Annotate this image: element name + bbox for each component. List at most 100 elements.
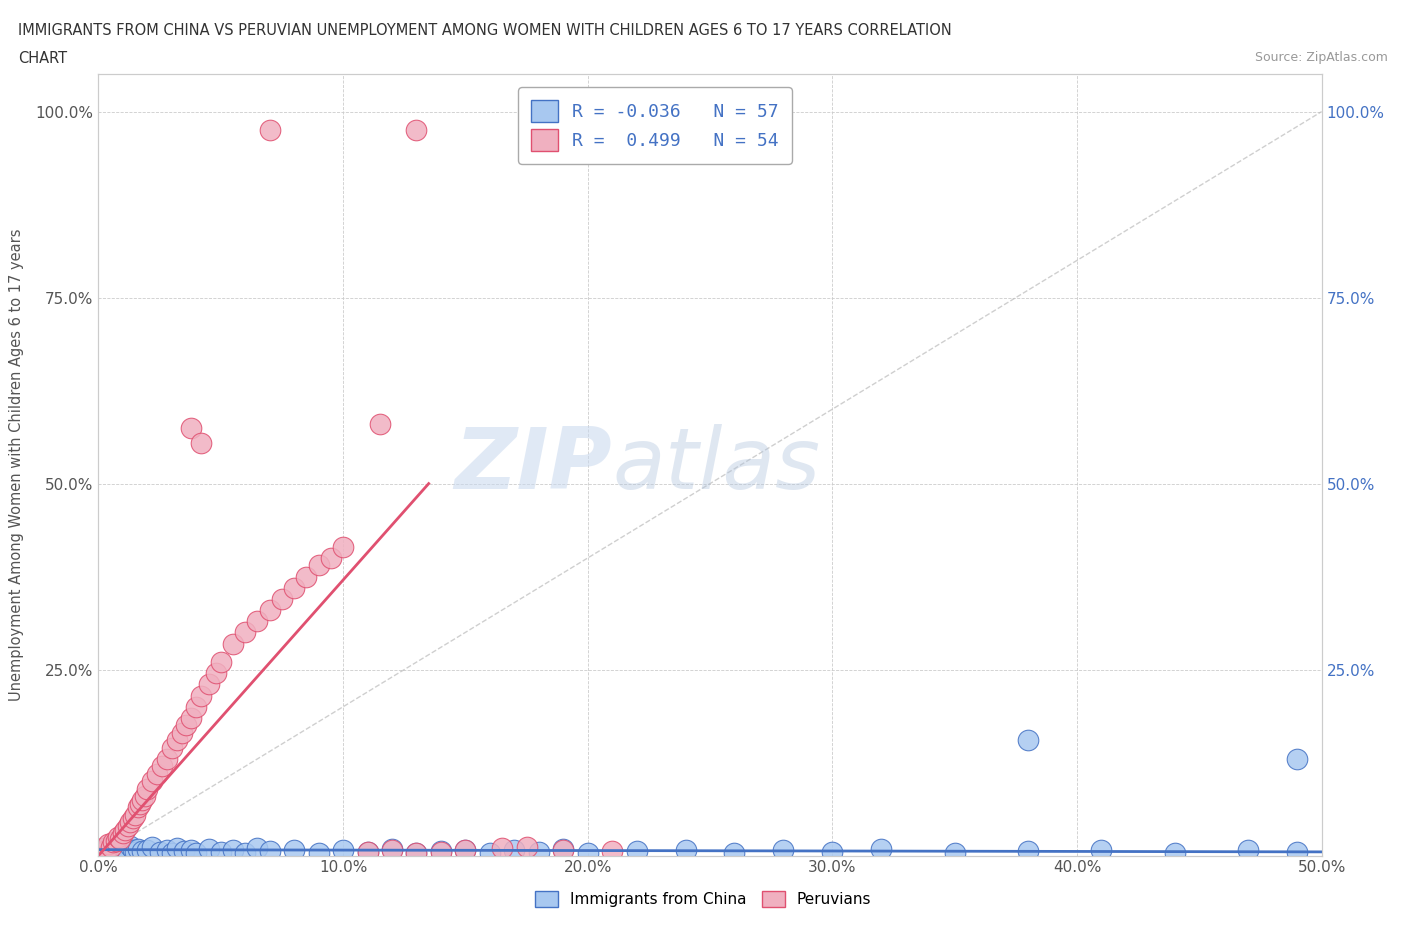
Text: IMMIGRANTS FROM CHINA VS PERUVIAN UNEMPLOYMENT AMONG WOMEN WITH CHILDREN AGES 6 : IMMIGRANTS FROM CHINA VS PERUVIAN UNEMPL… — [18, 23, 952, 38]
Text: ZIP: ZIP — [454, 423, 612, 507]
Point — [1286, 751, 1309, 766]
Point — [723, 845, 745, 860]
Point — [111, 840, 134, 855]
Point — [121, 811, 143, 826]
Point — [176, 718, 198, 733]
Point — [332, 539, 354, 554]
Y-axis label: Unemployment Among Women with Children Ages 6 to 17 years: Unemployment Among Women with Children A… — [10, 229, 24, 701]
Point — [94, 843, 117, 857]
Point — [197, 677, 219, 692]
Point — [156, 843, 179, 857]
Point — [576, 845, 599, 860]
Point — [104, 845, 127, 860]
Text: CHART: CHART — [18, 51, 67, 66]
Point — [233, 625, 256, 640]
Point — [129, 796, 152, 811]
Point — [160, 845, 183, 860]
Point — [503, 843, 526, 857]
Point — [553, 842, 575, 857]
Point — [124, 844, 146, 859]
Point — [160, 740, 183, 755]
Text: Source: ZipAtlas.com: Source: ZipAtlas.com — [1254, 51, 1388, 64]
Point — [515, 839, 537, 854]
Text: atlas: atlas — [612, 423, 820, 507]
Point — [97, 837, 120, 852]
Point — [222, 843, 245, 857]
Point — [197, 842, 219, 857]
Point — [134, 789, 156, 804]
Point — [454, 843, 477, 857]
Point — [121, 843, 143, 857]
Point — [259, 844, 281, 858]
Point — [136, 843, 159, 857]
Point — [127, 800, 149, 815]
Point — [319, 551, 342, 565]
Point — [405, 845, 427, 860]
Point — [180, 843, 202, 857]
Point — [124, 807, 146, 822]
Point — [1286, 844, 1309, 859]
Point — [295, 569, 318, 584]
Point — [100, 843, 122, 857]
Point — [283, 580, 305, 595]
Point — [190, 435, 212, 450]
Point — [180, 711, 202, 725]
Point — [209, 844, 232, 859]
Point — [270, 591, 294, 606]
Point — [111, 826, 134, 841]
Point — [97, 846, 120, 861]
Point — [156, 751, 179, 766]
Point — [101, 835, 124, 850]
Point — [120, 815, 142, 830]
Point — [117, 845, 139, 860]
Point — [233, 845, 256, 860]
Point — [166, 841, 188, 856]
Point — [478, 846, 501, 861]
Point — [166, 733, 188, 748]
Point — [186, 846, 208, 861]
Point — [527, 844, 550, 859]
Point — [1164, 846, 1187, 861]
Point — [170, 725, 193, 740]
Point — [600, 844, 623, 858]
Point — [626, 844, 648, 858]
Point — [356, 844, 378, 859]
Point — [259, 123, 281, 138]
Point — [120, 839, 142, 854]
Point — [1237, 843, 1260, 857]
Point — [127, 842, 149, 857]
Point — [114, 843, 136, 857]
Point — [131, 792, 153, 807]
Point — [381, 843, 404, 857]
Legend: Immigrants from China, Peruvians: Immigrants from China, Peruvians — [529, 884, 877, 913]
Point — [772, 843, 794, 857]
Point — [180, 420, 202, 435]
Point — [1017, 844, 1039, 858]
Point — [870, 842, 893, 857]
Point — [553, 843, 575, 857]
Point — [205, 666, 228, 681]
Point — [1017, 733, 1039, 748]
Point — [190, 688, 212, 703]
Point — [117, 818, 139, 833]
Legend: R = -0.036   N = 57, R =  0.499   N = 54: R = -0.036 N = 57, R = 0.499 N = 54 — [519, 87, 792, 164]
Point — [90, 844, 112, 859]
Point — [150, 759, 173, 774]
Point — [114, 822, 136, 837]
Point — [308, 558, 330, 573]
Point — [131, 844, 153, 858]
Point — [675, 843, 697, 857]
Point — [308, 845, 330, 860]
Point — [149, 844, 172, 859]
Point — [110, 831, 132, 846]
Point — [332, 843, 354, 857]
Point — [246, 614, 269, 629]
Point — [405, 846, 427, 861]
Point — [107, 842, 129, 857]
Point — [1090, 843, 1112, 857]
Point — [146, 766, 169, 781]
Point — [94, 841, 117, 856]
Point — [101, 839, 124, 854]
Point — [222, 636, 245, 651]
Point — [90, 843, 112, 857]
